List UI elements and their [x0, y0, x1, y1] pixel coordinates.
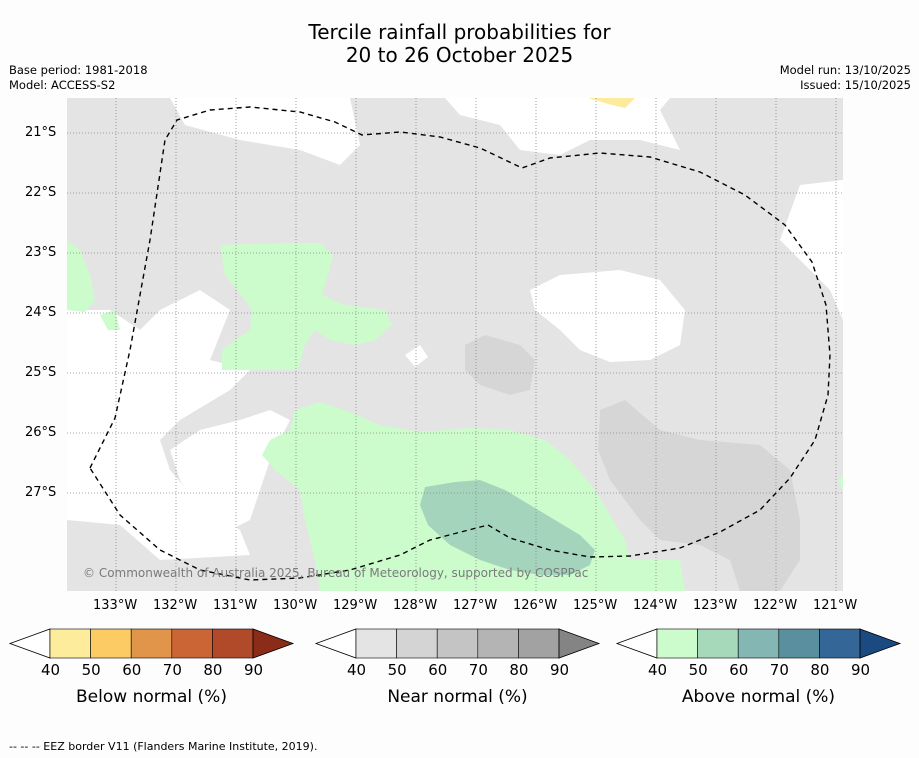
colorbar-near-normal	[314, 628, 601, 659]
colorbar-tick-label: 60	[428, 661, 448, 679]
above-normal-region	[67, 240, 95, 312]
colorbar-segment	[436, 628, 479, 659]
lon-label: 121°W	[813, 598, 858, 613]
colorbar-extend-max	[558, 628, 601, 659]
above-normal-region	[100, 310, 120, 330]
colorbar-tick-label: 90	[550, 661, 570, 679]
lon-label: 126°W	[513, 598, 558, 613]
near-normal-50-region	[465, 335, 535, 395]
near-normal-50-region	[598, 400, 800, 591]
colorbar-segment	[697, 628, 739, 659]
model-label: Model: ACCESS-S2	[9, 78, 116, 92]
colorbar-tick-label: 40	[648, 661, 668, 679]
lon-label: 124°W	[633, 598, 678, 613]
colorbar-title: Above normal (%)	[681, 687, 836, 707]
colorbar-segment	[90, 628, 132, 659]
colorbar-segment	[212, 628, 254, 659]
map-field: © Commonwealth of Australia 2025, Bureau…	[67, 98, 843, 591]
colorbar-segment	[396, 628, 438, 659]
gridlines	[67, 98, 843, 591]
colorbar-extend-min	[314, 628, 357, 659]
model-run-label: Model run: 13/10/2025	[779, 63, 911, 77]
colorbar-segment	[518, 628, 560, 659]
lon-label: 125°W	[573, 598, 618, 613]
lon-label: 128°W	[393, 598, 438, 613]
lon-label: 123°W	[693, 598, 738, 613]
colorbar-tick-label: 60	[729, 661, 749, 679]
lat-label: 26°S	[25, 425, 57, 440]
map-title-line2: 20 to 26 October 2025	[345, 43, 574, 67]
colorbar-tick-label: 50	[81, 661, 101, 679]
above-normal-region	[838, 475, 843, 490]
white-area	[67, 310, 140, 400]
colorbar-tick-label: 90	[851, 661, 871, 679]
lon-label: 122°W	[753, 598, 798, 613]
colorbar-segment	[355, 628, 397, 659]
white-area	[67, 405, 120, 460]
colorbar-title: Near normal (%)	[387, 687, 528, 707]
colorbar-segment	[819, 628, 861, 659]
colorbar-tick-label: 40	[347, 661, 367, 679]
colorbar-tick-label: 80	[810, 661, 830, 679]
colorbar-extend-max	[252, 628, 295, 659]
lat-label: 24°S	[25, 305, 57, 320]
below-normal-region	[588, 98, 635, 108]
colorbar-tick-label: 40	[41, 661, 61, 679]
white-area	[530, 270, 685, 362]
colorbar-extend-min	[615, 628, 658, 659]
colorbar-segment	[171, 628, 213, 659]
lat-label: 21°S	[25, 125, 57, 140]
above-normal-50-region	[420, 480, 595, 575]
white-area	[170, 410, 290, 530]
colorbar-tick-label: 80	[203, 661, 223, 679]
colorbar-above-normal	[615, 628, 902, 659]
colorbar-tick-label: 90	[244, 661, 264, 679]
lon-label: 132°W	[153, 598, 198, 613]
colorbar-segment	[656, 628, 698, 659]
lat-label: 22°S	[25, 185, 57, 200]
map-copyright: © Commonwealth of Australia 2025, Bureau…	[83, 566, 588, 580]
lat-label: 25°S	[25, 365, 57, 380]
colorbar-segment	[477, 628, 519, 659]
colorbar-tick-label: 50	[688, 661, 708, 679]
lon-label: 129°W	[333, 598, 378, 613]
colorbar-extend-min	[8, 628, 51, 659]
colorbar-tick-label: 70	[769, 661, 789, 679]
colorbar-tick-label: 70	[468, 661, 488, 679]
colorbar-tick-label: 60	[122, 661, 142, 679]
eez-border-line	[89, 106, 831, 581]
colorbar-tick-label: 50	[387, 661, 407, 679]
issued-label: Issued: 15/10/2025	[800, 78, 911, 92]
lat-label: 23°S	[25, 245, 57, 260]
map-title-line1: Tercile rainfall probabilities for	[308, 20, 611, 44]
colorbar-segment	[130, 628, 173, 659]
colorbar-segment	[778, 628, 820, 659]
eez-legend-note: -- -- -- EEZ border V11 (Flanders Marine…	[9, 740, 318, 753]
lon-label: 133°W	[93, 598, 138, 613]
colorbar-title: Below normal (%)	[76, 687, 227, 707]
lon-label: 127°W	[453, 598, 498, 613]
white-area	[405, 345, 428, 367]
near-normal-region	[67, 98, 160, 150]
lat-label: 27°S	[25, 485, 57, 500]
base-period-label: Base period: 1981-2018	[9, 63, 148, 77]
colorbar-extend-max	[859, 628, 902, 659]
colorbar-tick-label: 80	[509, 661, 529, 679]
lon-label: 130°W	[273, 598, 318, 613]
colorbar-segment	[737, 628, 780, 659]
colorbar-below-normal	[8, 628, 295, 659]
colorbar-segment	[49, 628, 91, 659]
colorbar-tick-label: 70	[162, 661, 182, 679]
above-normal-region	[220, 243, 392, 370]
lon-label: 131°W	[213, 598, 258, 613]
